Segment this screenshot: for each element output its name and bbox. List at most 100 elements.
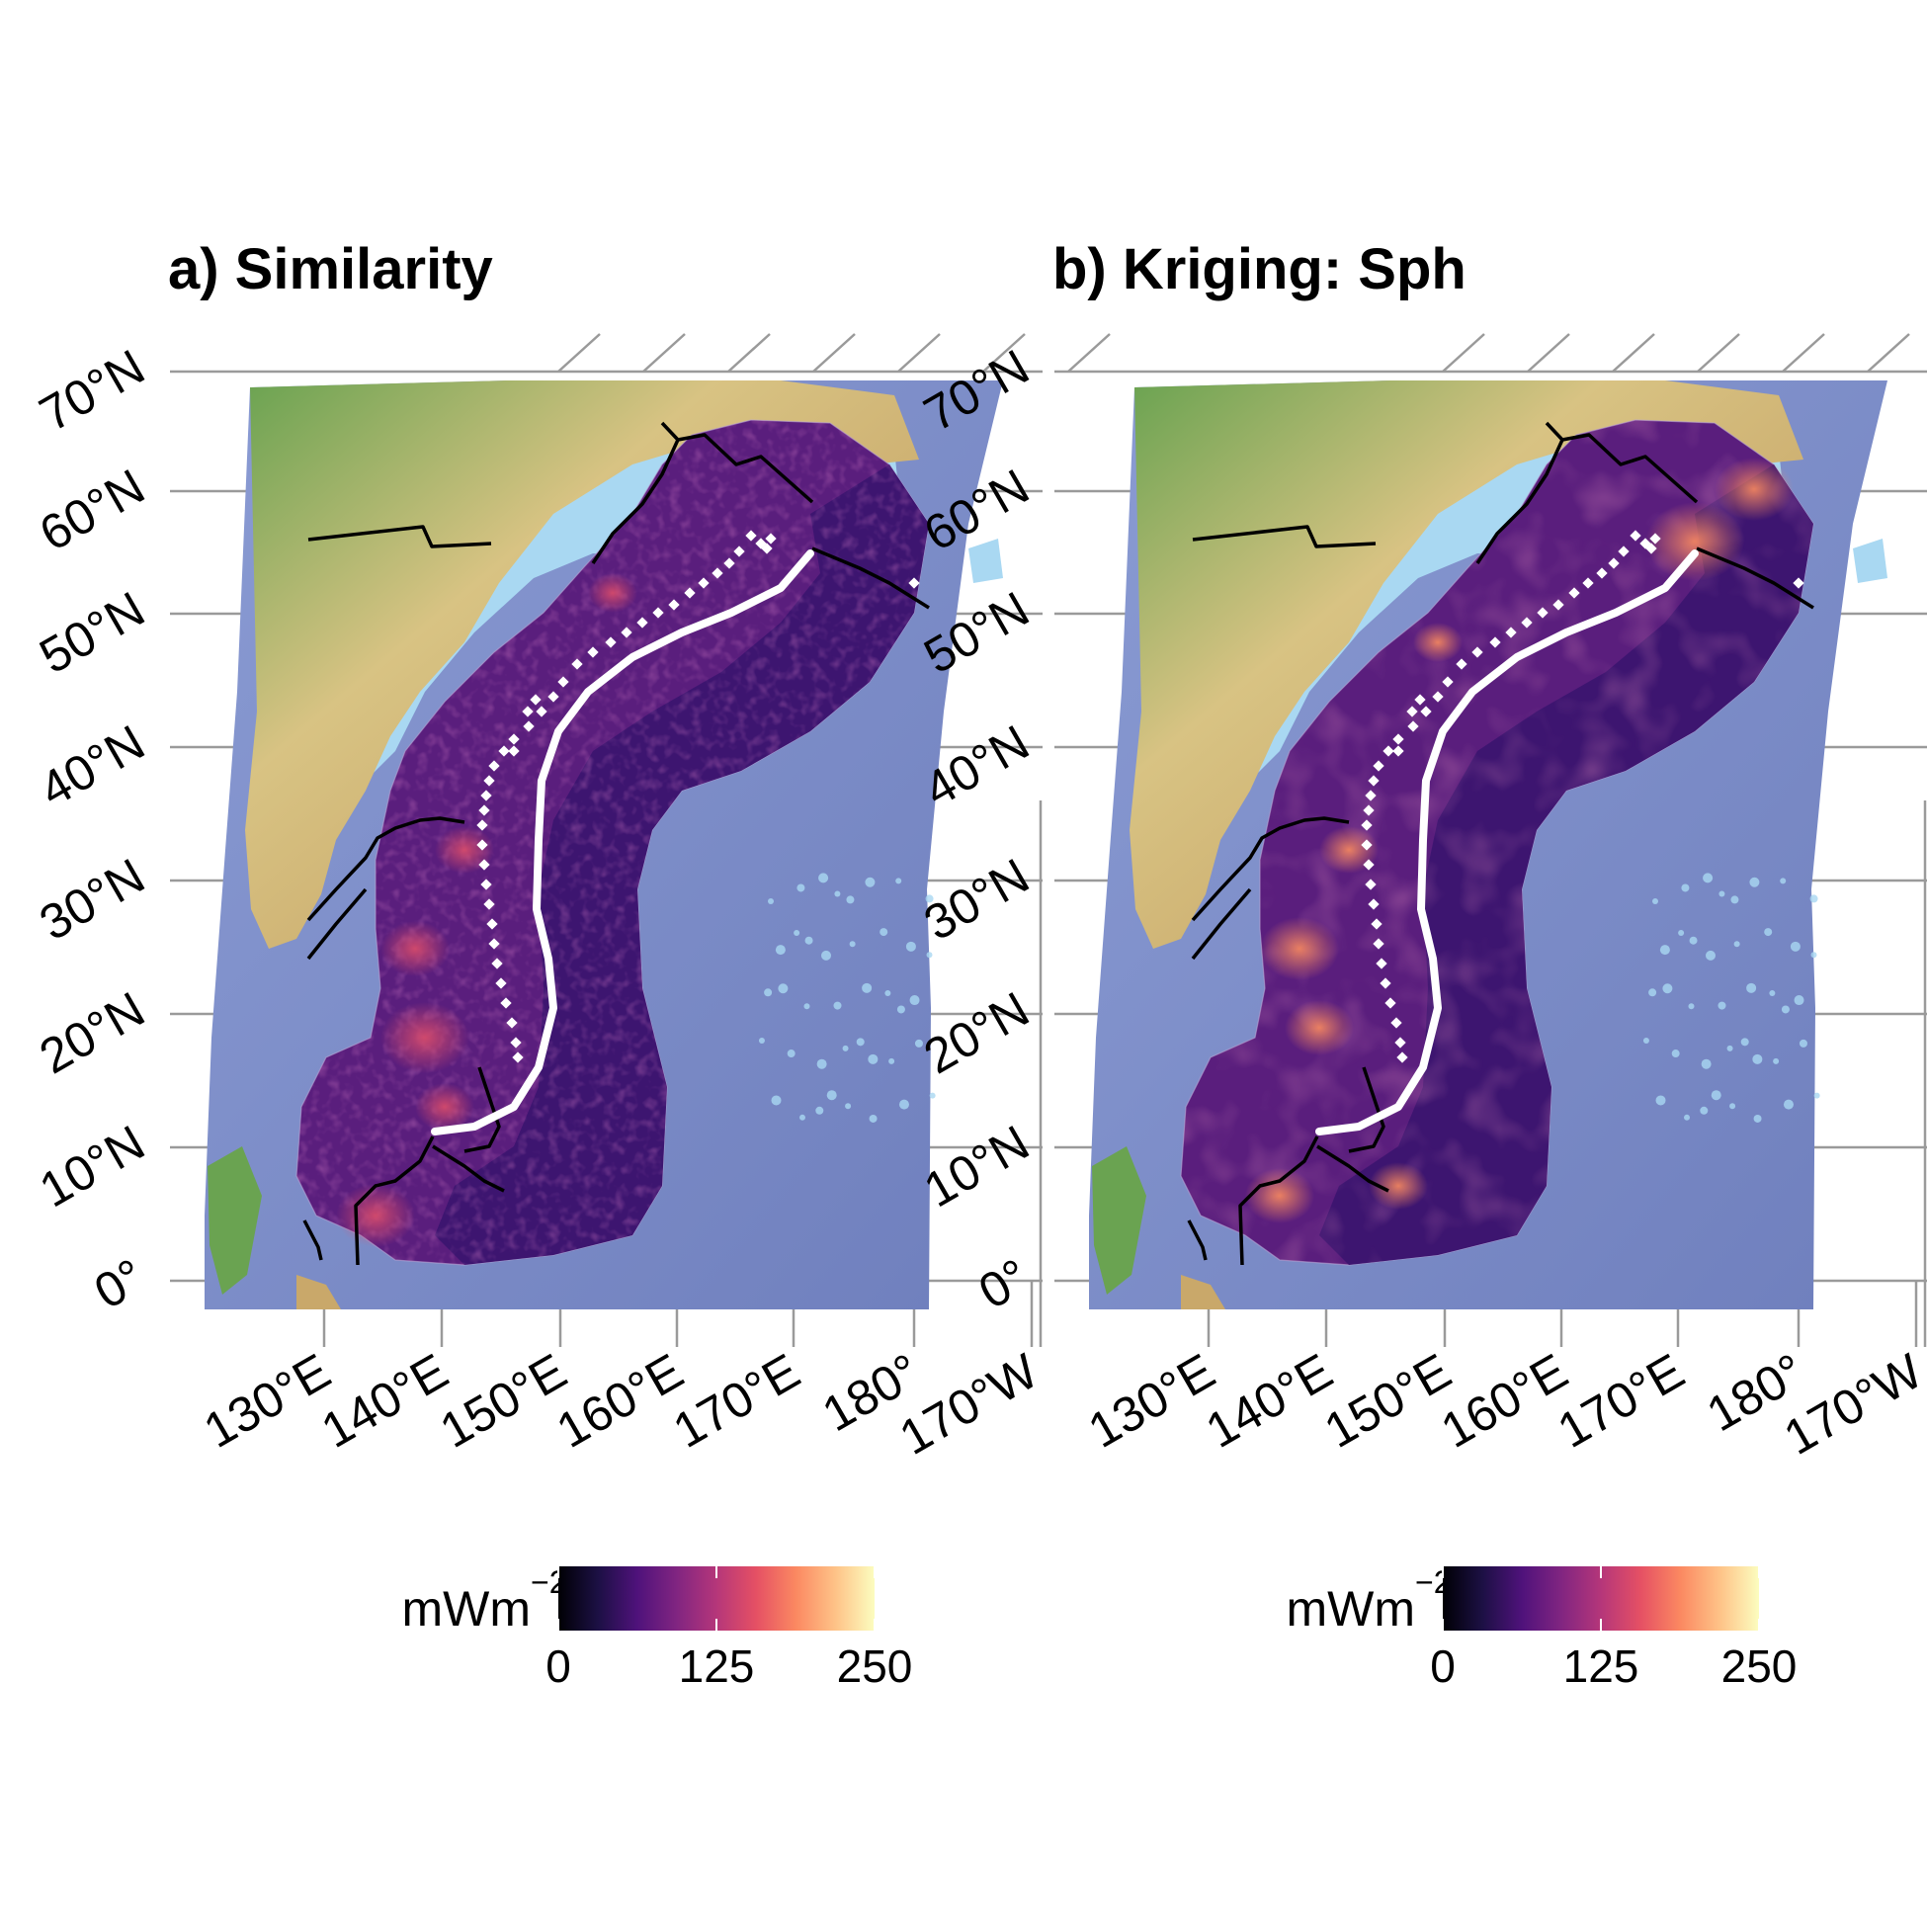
volcano-marker [698,577,710,589]
panel-title: b) Kriging: Sph [1052,237,1466,301]
seamount [914,1039,923,1048]
island-new-guinea [1181,1275,1225,1309]
seamount [1671,1050,1680,1058]
seamount [1711,1090,1721,1101]
volcano-marker [1376,958,1387,969]
volcano-marker [478,804,490,816]
heatflow-hotspot [1413,623,1463,662]
seamount [1678,929,1685,936]
longitude-label: 170°W [890,1343,1047,1466]
seamount [1790,941,1801,952]
volcano-marker [1618,546,1630,557]
volcano-marker [495,977,507,989]
seamount [1659,945,1670,956]
island-aleutian [1853,539,1887,583]
volcano-points [476,530,920,1063]
seamount [1652,898,1658,904]
volcano-marker [587,646,599,658]
plate-boundary [660,421,814,504]
volcano-marker [1392,733,1404,745]
longitude-line-top [727,333,771,373]
volcano-marker [1380,977,1391,989]
seamount [1701,1058,1712,1069]
seamount [1752,1053,1763,1064]
volcano-marker [1373,938,1384,950]
island-philippines [208,1146,262,1295]
legend-title: mWm [402,1581,532,1637]
seamount [1783,1099,1794,1110]
latitude-label: 0° [969,1248,1038,1319]
volcano-marker [908,577,920,589]
seamount [929,1092,936,1099]
seamount [758,1038,765,1045]
volcano-marker [712,567,723,579]
volcano-marker [1363,859,1375,871]
longitude-line-top [812,333,856,373]
island-new-guinea [296,1275,341,1309]
volcano-marker [1608,557,1620,569]
latitude-label: 30°N [915,848,1039,951]
seamount [926,952,933,959]
longitude-label: 140°E [1197,1343,1341,1459]
longitude-line-top [642,333,686,373]
volcano-marker [1432,691,1444,703]
volcano-marker [1394,1037,1406,1049]
seamount [1781,1005,1790,1014]
seamount [764,988,773,997]
heatflow-hotspot [1319,826,1379,874]
longitude-line-top [1612,333,1655,373]
heatflow-hotspot [1245,1168,1314,1223]
volcano-marker [512,1051,524,1063]
seamount-chain [758,873,936,1123]
volcano-marker [1392,745,1404,757]
volcano-marker [1456,658,1467,670]
legend-tick-label: 0 [1430,1640,1456,1692]
seamount [787,1050,796,1058]
volcano-marker [498,745,510,757]
panel-title: a) Similarity [168,237,493,301]
plate-boundary [307,525,492,548]
volcano-marker [506,1017,518,1029]
volcano-marker [1489,636,1501,648]
legend-tick-label: 0 [545,1640,571,1692]
seamount [1683,1114,1690,1121]
seamount [1689,936,1698,945]
seamount [1681,883,1690,892]
plate-boundary [811,546,930,610]
seamount [771,1095,782,1106]
heatflow-hotspot [1369,1162,1428,1210]
colorbar-legend: mWm −20 125 250 [1287,1564,1798,1692]
latitude-label: 30°N [31,848,154,951]
landmass-asia [1130,380,1803,949]
seamount-chain [1642,873,1820,1123]
seamount [896,1005,905,1014]
volcano-marker [1406,706,1418,717]
volcano-marker [1471,646,1483,658]
volcano-marker [1368,898,1380,910]
seamount [1706,950,1717,961]
volcano-marker [1420,706,1432,717]
seamount [818,873,829,883]
seamount [846,895,855,904]
volcano-marker [1390,1017,1402,1029]
legend-title: mWm [1287,1581,1416,1637]
latitude-label: 20°N [915,981,1039,1084]
seamount [1753,1114,1762,1123]
heatflow-hotspot [380,1002,469,1073]
volcano-marker [668,599,680,611]
seamount [1740,1038,1749,1047]
plate-boundary [1348,1066,1385,1153]
longitude-label: 170°W [1775,1343,1927,1466]
seamount [1662,983,1673,994]
seamount [1729,1103,1736,1110]
volcano-marker [536,706,547,717]
seamount [880,928,888,937]
longitude-label: 140°E [312,1343,457,1459]
seamount [796,883,805,892]
seamount [826,1090,837,1101]
volcano-marker [476,839,488,851]
latitude-label: 20°N [31,981,154,1084]
island-philippines [1092,1146,1146,1295]
seamount [1769,990,1776,997]
